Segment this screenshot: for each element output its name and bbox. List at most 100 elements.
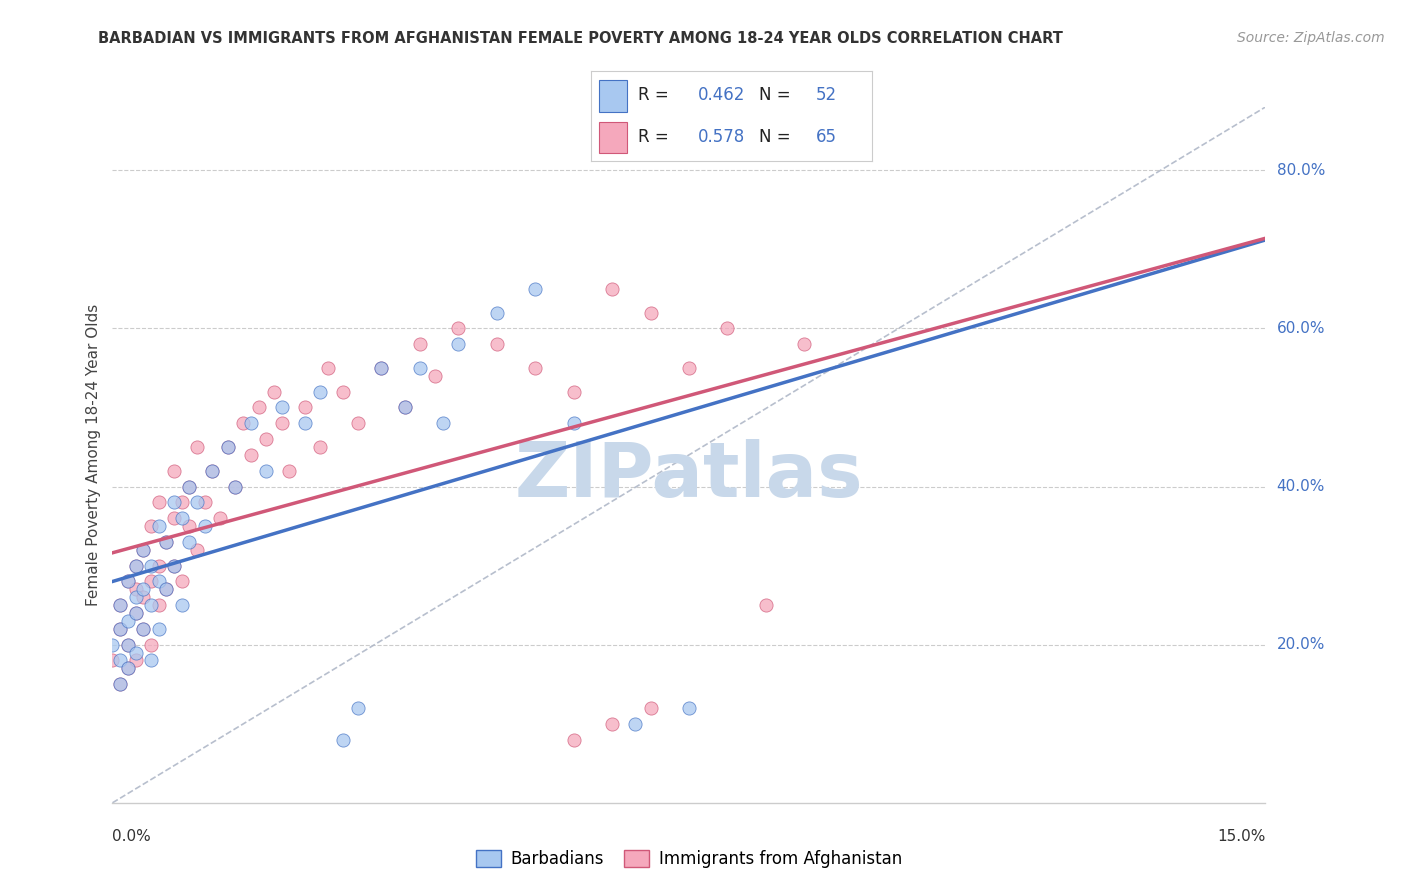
Point (124, 646, 146, 660)
Point (254, 464, 277, 478)
Point (600, 282, 623, 296)
Point (294, 401, 316, 415)
Point (447, 337, 470, 351)
Text: BARBADIAN VS IMMIGRANTS FROM AFGHANISTAN FEMALE POVERTY AMONG 18-24 YEAR OLDS CO: BARBADIAN VS IMMIGRANTS FROM AFGHANISTAN… (98, 31, 1063, 46)
Point (163, 558, 186, 573)
Text: R =: R = (638, 128, 675, 146)
Point (108, 677, 131, 691)
Point (170, 598, 193, 612)
Text: N =: N = (759, 87, 796, 104)
Point (155, 534, 177, 549)
Point (155, 582, 177, 597)
Point (148, 574, 170, 589)
Point (755, 598, 778, 612)
Point (179, 479, 201, 493)
Point (524, 360, 547, 375)
Point (232, 417, 254, 431)
Point (270, 401, 292, 415)
Point (332, 384, 354, 399)
Point (163, 511, 186, 525)
Point (217, 440, 239, 454)
Point (148, 598, 170, 612)
Bar (599, 122, 627, 153)
Point (186, 440, 208, 454)
Point (139, 519, 162, 533)
Point (117, 638, 139, 652)
Point (117, 574, 139, 589)
Point (394, 401, 416, 415)
Point (332, 732, 354, 747)
Text: N =: N = (759, 128, 796, 146)
Point (370, 360, 392, 375)
Point (132, 591, 155, 605)
Legend: Barbadians, Immigrants from Afghanistan: Barbadians, Immigrants from Afghanistan (468, 843, 910, 874)
Text: Source: ZipAtlas.com: Source: ZipAtlas.com (1237, 31, 1385, 45)
Point (117, 574, 139, 589)
Point (640, 305, 662, 319)
Point (148, 558, 170, 573)
Point (716, 321, 738, 335)
Point (179, 519, 201, 533)
Text: 0.578: 0.578 (697, 128, 745, 146)
Point (217, 440, 239, 454)
Point (139, 598, 162, 612)
Text: 20.0%: 20.0% (1277, 637, 1324, 652)
Point (409, 360, 432, 375)
Point (201, 464, 224, 478)
Point (640, 701, 662, 715)
Point (108, 598, 131, 612)
Point (179, 534, 201, 549)
Text: 0.462: 0.462 (697, 87, 745, 104)
Point (117, 661, 139, 675)
Point (239, 417, 262, 431)
Point (194, 495, 217, 509)
Point (117, 638, 139, 652)
Text: 15.0%: 15.0% (1218, 830, 1265, 844)
Point (124, 591, 146, 605)
Text: 80.0%: 80.0% (1277, 163, 1324, 178)
Point (163, 464, 186, 478)
Point (139, 558, 162, 573)
Point (562, 417, 585, 431)
Point (347, 417, 370, 431)
Point (108, 622, 131, 636)
Point (124, 558, 146, 573)
Point (132, 622, 155, 636)
Point (678, 360, 700, 375)
Point (485, 337, 508, 351)
Point (155, 534, 177, 549)
Point (124, 653, 146, 667)
Text: 0.0%: 0.0% (112, 830, 152, 844)
Point (186, 542, 208, 557)
Point (309, 440, 332, 454)
Point (793, 337, 815, 351)
Point (524, 282, 547, 296)
Point (394, 401, 416, 415)
Point (347, 701, 370, 715)
Point (132, 542, 155, 557)
Point (624, 716, 647, 731)
Point (170, 511, 193, 525)
Text: R =: R = (638, 87, 675, 104)
Point (263, 384, 285, 399)
Point (117, 614, 139, 628)
Point (409, 337, 432, 351)
Point (117, 661, 139, 675)
Text: 65: 65 (815, 128, 837, 146)
Point (108, 598, 131, 612)
Point (562, 384, 585, 399)
Point (139, 653, 162, 667)
Point (247, 401, 270, 415)
Point (179, 479, 201, 493)
Point (370, 360, 392, 375)
Point (254, 432, 277, 446)
Point (148, 495, 170, 509)
Point (224, 479, 246, 493)
Point (678, 701, 700, 715)
Point (209, 511, 232, 525)
Text: ZIPatlas: ZIPatlas (515, 439, 863, 513)
Point (224, 479, 246, 493)
Point (132, 622, 155, 636)
Point (139, 638, 162, 652)
Point (425, 368, 447, 383)
